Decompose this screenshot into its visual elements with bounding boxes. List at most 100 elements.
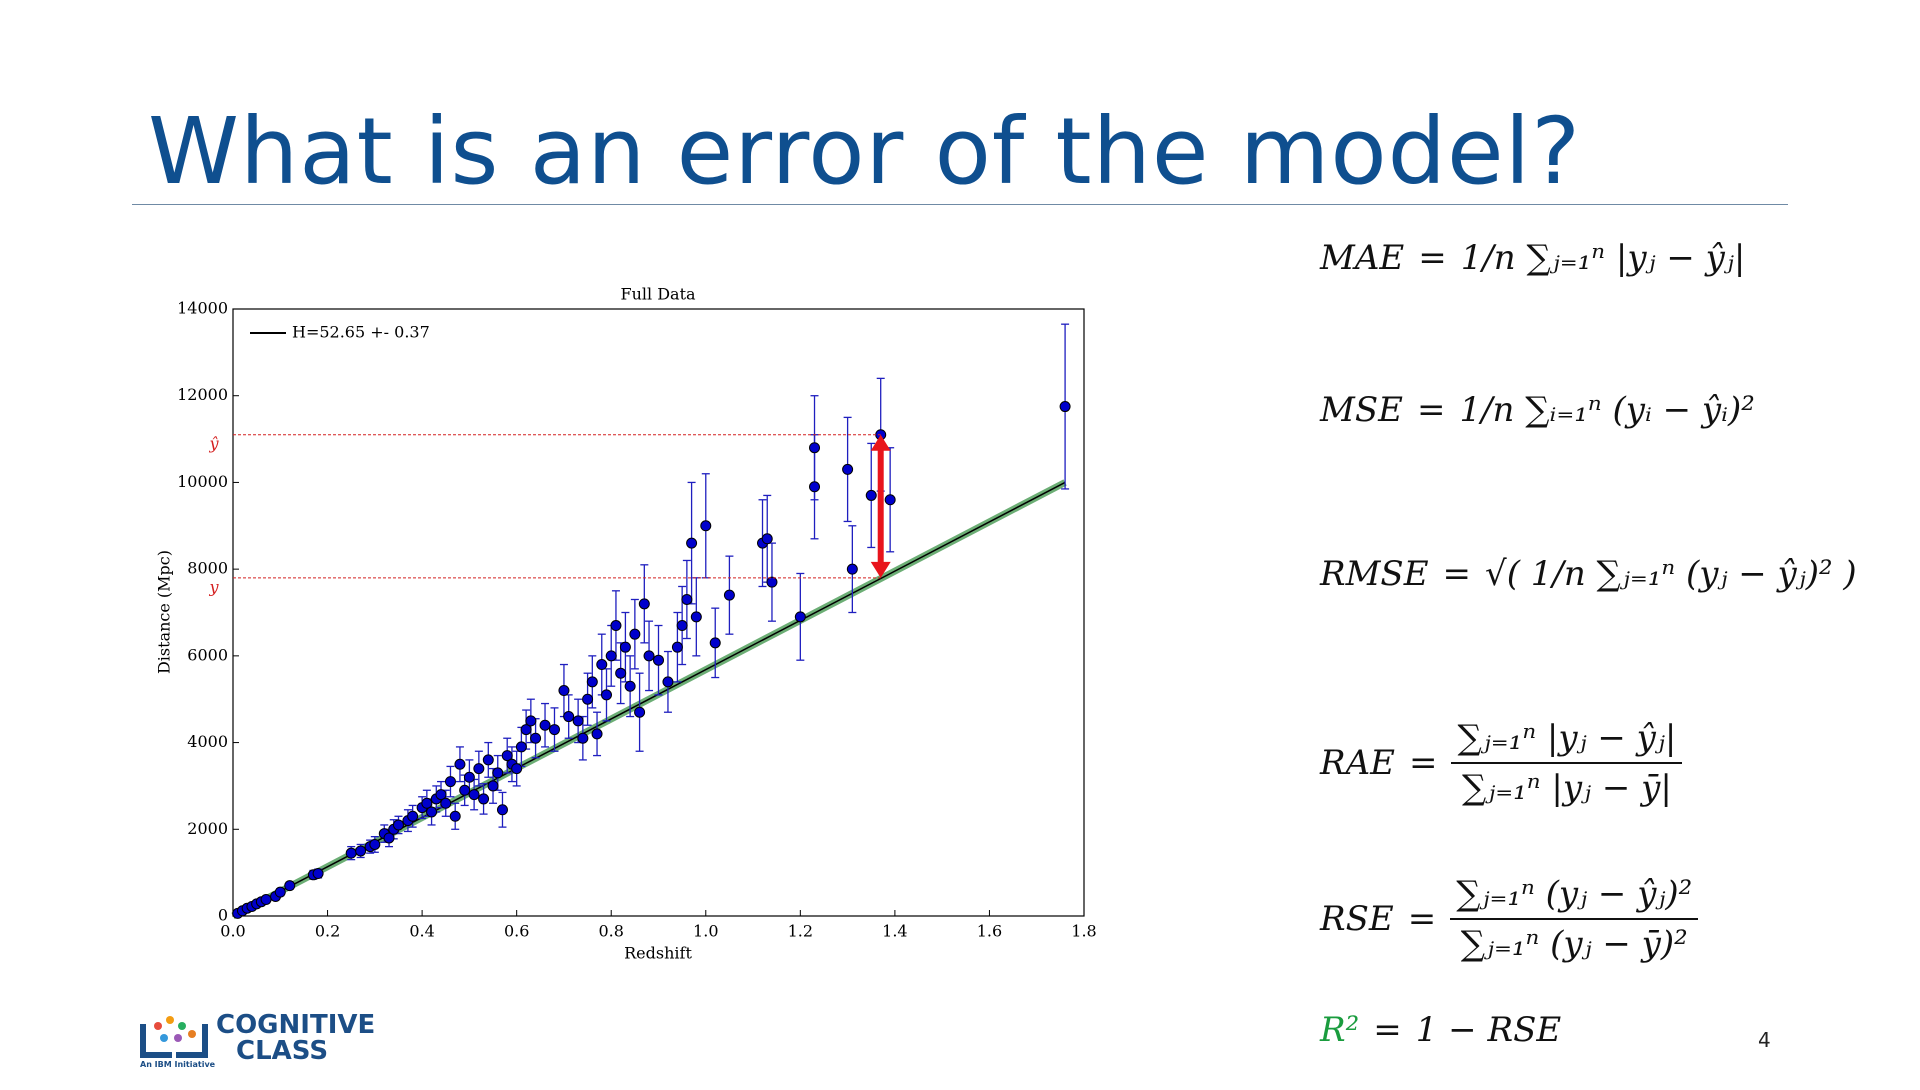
point — [355, 845, 367, 857]
point — [582, 693, 594, 705]
point — [473, 763, 485, 775]
point — [624, 680, 636, 692]
y-tick-label: 12000 — [177, 385, 228, 404]
point — [426, 806, 438, 818]
point — [383, 832, 395, 844]
point — [312, 868, 324, 880]
y-axis-label: Distance (Mpc) — [155, 550, 174, 674]
point — [454, 758, 466, 770]
point — [449, 810, 461, 822]
point — [345, 847, 357, 859]
point — [492, 767, 504, 779]
formula-lhs: MSE — [1320, 390, 1403, 430]
formula-lhs: R² — [1320, 1010, 1360, 1050]
logo-sub: CLASS — [236, 1036, 329, 1066]
equals: = — [1408, 743, 1438, 783]
point — [511, 763, 523, 775]
point — [591, 728, 603, 740]
x-tick-label: 0.6 — [504, 922, 529, 941]
point — [671, 641, 683, 653]
x-tick-label: 0.8 — [598, 922, 623, 941]
y-tick-label: 2000 — [187, 819, 228, 838]
formula-rhs: √( 1/n ∑ⱼ₌₁ⁿ (yⱼ − ŷⱼ)² ) — [1485, 554, 1857, 594]
point — [1059, 401, 1071, 413]
formula-lhs: RMSE — [1320, 554, 1429, 594]
y-tick-label: 0 — [218, 906, 228, 925]
equals: = — [1442, 554, 1472, 594]
point — [610, 620, 622, 632]
equals: = — [1416, 390, 1446, 430]
point — [662, 676, 674, 688]
plot-frame — [232, 308, 1085, 917]
point — [600, 689, 612, 701]
point — [809, 481, 821, 493]
formula-lhs: MAE — [1320, 238, 1405, 278]
x-tick-label: 0.0 — [220, 922, 245, 941]
title-rule — [132, 204, 1788, 205]
point — [482, 754, 494, 766]
point — [629, 628, 641, 640]
point — [520, 724, 532, 736]
formula-rhs: 1/n ∑ᵢ₌₁ⁿ (yᵢ − ŷᵢ)² — [1459, 390, 1755, 430]
point — [468, 789, 480, 801]
denominator: ∑ⱼ₌₁ⁿ (yⱼ − ȳ)² — [1460, 924, 1688, 964]
point — [761, 533, 773, 545]
logo-icon — [140, 1016, 208, 1058]
point — [643, 650, 655, 662]
equals: = — [1418, 238, 1447, 278]
point — [709, 637, 721, 649]
point — [459, 784, 471, 796]
legend-label: H=52.65 +- 0.37 — [292, 323, 430, 342]
annotation-label: ŷ — [208, 434, 219, 453]
point — [260, 894, 272, 906]
formula: RAE = ∑ⱼ₌₁ⁿ |yⱼ − ŷⱼ| ∑ⱼ₌₁ⁿ |yⱼ − ȳ| — [1320, 718, 1683, 808]
point — [700, 520, 712, 532]
point — [723, 589, 735, 601]
formula-rhs: 1/n ∑ⱼ₌₁ⁿ |yⱼ − ŷⱼ| — [1460, 238, 1746, 278]
formula-lhs: RSE — [1320, 899, 1394, 939]
point — [619, 641, 631, 653]
point — [421, 797, 433, 809]
equals: = — [1373, 1010, 1402, 1050]
point — [487, 780, 499, 792]
point — [369, 838, 381, 850]
fraction: ∑ⱼ₌₁ⁿ (yⱼ − ŷⱼ)² ∑ⱼ₌₁ⁿ (yⱼ − ȳ)² — [1450, 874, 1699, 964]
equals: = — [1407, 899, 1437, 939]
y-tick-label: 4000 — [187, 732, 228, 751]
formula: RSE = ∑ⱼ₌₁ⁿ (yⱼ − ŷⱼ)² ∑ⱼ₌₁ⁿ (yⱼ − ȳ)² — [1320, 874, 1699, 964]
point — [407, 810, 419, 822]
x-axis-label: Redshift — [624, 944, 692, 963]
x-tick-label: 1.6 — [977, 922, 1002, 941]
logo-name: COGNITIVE — [216, 1010, 376, 1040]
point — [605, 650, 617, 662]
point — [809, 442, 821, 454]
point — [558, 685, 570, 697]
point — [515, 741, 527, 753]
chart: Full Data Redshift Distance (Mpc) 0.0 0.2… — [155, 285, 1097, 963]
x-tick-label: 1.8 — [1071, 922, 1096, 941]
formula: MSE = 1/n ∑ᵢ₌₁ⁿ (yᵢ − ŷᵢ)² — [1320, 390, 1755, 430]
point — [766, 576, 778, 588]
point — [586, 676, 598, 688]
point — [284, 880, 296, 892]
point — [539, 719, 551, 731]
point — [690, 611, 702, 623]
logo-tagline: An IBM Initiative — [140, 1060, 216, 1069]
chart-title: Full Data — [620, 285, 696, 304]
formula-rhs: 1 − RSE — [1415, 1010, 1562, 1050]
y-tick-label: 10000 — [177, 472, 228, 491]
point — [440, 797, 452, 809]
point — [865, 489, 877, 501]
point — [572, 715, 584, 727]
point — [525, 715, 537, 727]
point — [686, 537, 698, 549]
point — [463, 771, 475, 783]
point — [392, 819, 404, 831]
formula-lhs: RAE — [1320, 743, 1395, 783]
point — [274, 886, 286, 898]
point — [563, 711, 575, 723]
annotation-label: y — [208, 577, 219, 596]
point — [501, 750, 513, 762]
x-tick-label: 1.2 — [788, 922, 813, 941]
